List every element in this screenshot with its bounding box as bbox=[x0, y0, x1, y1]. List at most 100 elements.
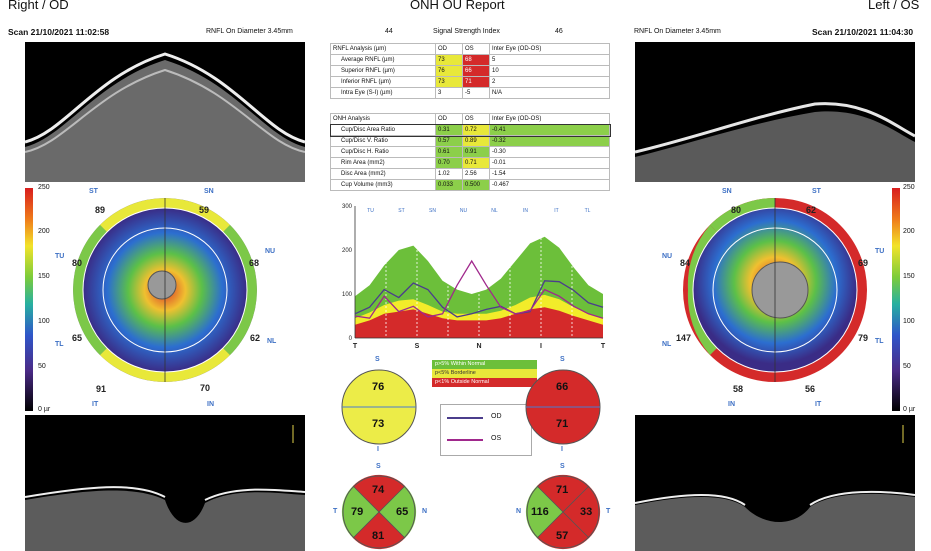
table-cell: Cup/Disc H. Ratio bbox=[330, 146, 436, 158]
quad-od-t-label: T bbox=[333, 508, 338, 515]
table-cell: Cup Volume (mm3) bbox=[330, 179, 436, 191]
table-cell: Inferior RNFL (µm) bbox=[330, 76, 436, 88]
od-quadrant-circle bbox=[341, 474, 417, 550]
sector-label-st: ST bbox=[89, 188, 98, 195]
legend-normal: p>5% Within Normal bbox=[432, 360, 537, 369]
os-onh-bscan bbox=[635, 415, 915, 551]
sector-value-nu: 68 bbox=[249, 258, 260, 268]
table-cell: 68 bbox=[462, 54, 490, 66]
legend-os-label: OS bbox=[491, 435, 502, 442]
sector-label-in: IN bbox=[728, 401, 735, 408]
scale-tick: 200 bbox=[38, 228, 50, 235]
table-cell: Average RNFL (µm) bbox=[330, 54, 436, 66]
sector-label-tu: TU bbox=[55, 253, 65, 260]
table-cell: 0.71 bbox=[462, 157, 490, 169]
y-tick-label: 100 bbox=[342, 292, 353, 298]
table-cell: Rim Area (mm2) bbox=[330, 157, 436, 169]
table-row: Superior RNFL (µm) 76 66 10 bbox=[330, 65, 610, 77]
table-cell: 71 bbox=[462, 76, 490, 88]
table-cell: -0.32 bbox=[489, 135, 610, 147]
scale-tick: 0 µr bbox=[903, 406, 916, 413]
rnfl-diameter-od: RNFL On Diameter 3.45mm bbox=[206, 28, 293, 35]
os-rnfl-bscan bbox=[635, 42, 915, 182]
sector-label: NU bbox=[460, 208, 468, 214]
sector-value-sn: 59 bbox=[199, 205, 210, 215]
od-thickness-map bbox=[73, 198, 257, 382]
scale-tick: 50 bbox=[903, 363, 911, 370]
table-header: OS bbox=[462, 43, 490, 55]
quad-os-s-label: S bbox=[560, 463, 565, 470]
table-cell: Cup/Disc V. Ratio bbox=[330, 135, 436, 147]
scale-tick: 250 bbox=[38, 184, 50, 191]
ssi-od: 44 bbox=[385, 28, 393, 35]
table-cell: 5 bbox=[489, 54, 610, 66]
table-cell: 2 bbox=[489, 76, 610, 88]
scale-tick: 100 bbox=[38, 318, 50, 325]
table-header: OS bbox=[462, 113, 490, 125]
table-cell: -0.41 bbox=[489, 124, 610, 136]
scale-tick: 150 bbox=[38, 273, 50, 280]
table-cell: 10 bbox=[489, 65, 610, 77]
table-cell: 2.56 bbox=[462, 168, 490, 180]
scale-tick: 0 µr bbox=[38, 406, 51, 413]
sector-label: NL bbox=[491, 208, 498, 214]
x-tick-label: N bbox=[476, 343, 481, 350]
sector-value-sn: 80 bbox=[731, 205, 742, 215]
quad-os-n-label: N bbox=[516, 508, 522, 515]
rnfl-analysis-table: RNFL Analysis (µm) OD OS Inter Eye (OD-O… bbox=[330, 43, 610, 99]
y-tick-label: 0 bbox=[349, 336, 353, 342]
table-cell: 0.91 bbox=[462, 146, 490, 158]
legend-borderline: p<5% Borderline bbox=[432, 369, 537, 378]
table-row: Cup Volume (mm3) 0.033 0.500 -0.467 bbox=[330, 179, 610, 191]
table-header: Inter Eye (OD-OS) bbox=[489, 113, 610, 125]
hemi-os-i-label: I bbox=[561, 446, 563, 453]
quad-od-inferior-value: 81 bbox=[372, 530, 385, 542]
scan-date-os: Scan 21/10/2021 11:04:30 bbox=[812, 27, 914, 37]
hemi-os-s-label: S bbox=[560, 356, 565, 363]
table-header: Inter Eye (OD-OS) bbox=[489, 43, 610, 55]
scale-tick: 150 bbox=[903, 273, 915, 280]
ssi-label: Signal Strength Index bbox=[433, 28, 500, 35]
hemi-od-superior-value: 76 bbox=[372, 381, 385, 393]
table-header-row: ONH Analysis OD OS Inter Eye (OD-OS) bbox=[330, 113, 610, 125]
os-quadrant-circle bbox=[525, 474, 601, 550]
sector-label-nl: NL bbox=[267, 338, 277, 345]
y-tick-label: 300 bbox=[342, 204, 353, 210]
legend-outside: p<1% Outside Normal bbox=[432, 378, 537, 387]
table-row: Cup/Disc Area Ratio 0.31 0.72 -0.41 bbox=[329, 123, 611, 137]
hemi-os-inferior-value: 71 bbox=[556, 418, 569, 430]
quad-od-s-label: S bbox=[376, 463, 381, 470]
sector-label-sn: SN bbox=[204, 188, 214, 195]
sector-value-tl: 79 bbox=[858, 333, 869, 343]
rnfl-diameter-os: RNFL On Diameter 3.45mm bbox=[634, 28, 721, 35]
hemi-od-inferior-value: 73 bbox=[372, 418, 385, 430]
table-cell: -0.01 bbox=[489, 157, 610, 169]
legend-os-line bbox=[447, 439, 483, 441]
sector-value-it: 91 bbox=[96, 384, 107, 394]
y-tick-label: 200 bbox=[342, 248, 353, 254]
sector-label: TU bbox=[367, 208, 374, 214]
ssi-os: 46 bbox=[555, 28, 563, 35]
sector-value-nl: 147 bbox=[676, 333, 692, 343]
series-line-os bbox=[354, 259, 604, 319]
table-cell: 73 bbox=[435, 76, 463, 88]
scale-tick: 100 bbox=[903, 318, 915, 325]
table-cell: 0.500 bbox=[462, 179, 490, 191]
table-header: OD bbox=[435, 43, 463, 55]
sector-value-in: 70 bbox=[200, 383, 211, 393]
sector-label-in: IN bbox=[207, 401, 214, 408]
quad-os-inferior-value: 57 bbox=[556, 530, 569, 542]
sector-label-it: IT bbox=[815, 401, 822, 408]
thickness-scale-od bbox=[25, 188, 33, 411]
table-cell: Intra Eye (S-I) (µm) bbox=[330, 87, 436, 99]
report-title: ONH OU Report bbox=[410, 0, 505, 12]
significance-legend: p>5% Within Normal p<5% Borderline p<1% … bbox=[432, 360, 537, 387]
quad-od-temporal-value: 79 bbox=[351, 506, 364, 518]
sector-label-tl: TL bbox=[875, 338, 884, 345]
table-cell: 0.89 bbox=[462, 135, 490, 147]
sector-value-it: 56 bbox=[805, 384, 816, 394]
x-tick-label: S bbox=[415, 343, 420, 350]
legend-od-line bbox=[447, 417, 483, 419]
quad-os-t-label: T bbox=[606, 508, 611, 515]
table-cell: 73 bbox=[435, 54, 463, 66]
